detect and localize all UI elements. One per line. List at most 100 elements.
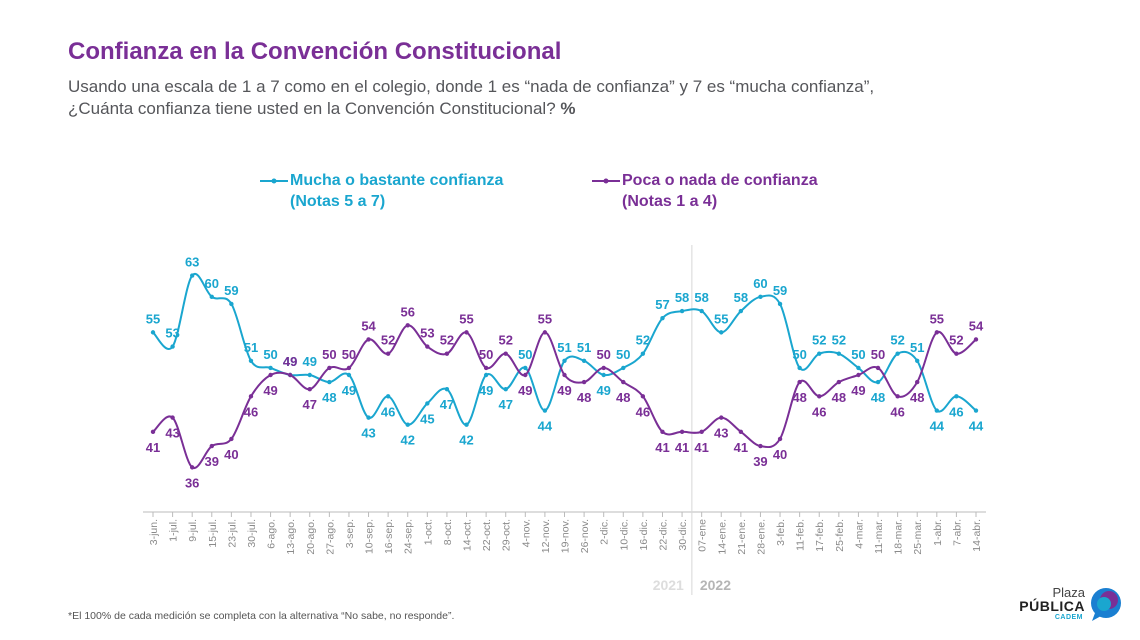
data-point-mucha [444, 387, 450, 392]
data-point-poca [464, 330, 469, 335]
x-tick-label: 1-jul. [168, 519, 180, 542]
data-label-poca: 39 [205, 454, 219, 469]
x-tick-label: 11-feb. [795, 519, 807, 551]
data-point-mucha [562, 358, 567, 363]
x-tick-label: 6-ago. [266, 519, 278, 549]
data-label-mucha: 59 [224, 283, 238, 298]
data-label-poca: 49 [283, 354, 297, 369]
data-point-mucha [170, 344, 175, 349]
data-point-poca [523, 372, 528, 378]
data-point-mucha [248, 358, 254, 363]
data-label-mucha: 43 [361, 426, 375, 441]
data-label-poca: 48 [910, 390, 924, 405]
data-point-poca [719, 415, 724, 420]
data-label-mucha: 50 [263, 347, 277, 362]
data-label-mucha: 49 [342, 383, 356, 398]
data-label-mucha: 55 [714, 311, 728, 326]
logo-line-2: PÚBLICA [1019, 598, 1085, 614]
data-label-poca: 52 [949, 333, 963, 348]
data-point-poca [660, 429, 665, 435]
data-point-mucha [660, 315, 665, 321]
data-point-mucha [640, 351, 646, 356]
data-point-mucha [954, 394, 959, 399]
data-point-mucha [229, 301, 234, 307]
data-point-mucha [875, 379, 881, 385]
data-label-poca: 46 [244, 404, 258, 419]
data-label-poca: 52 [381, 333, 395, 348]
data-point-poca [934, 330, 940, 335]
year-label-2022: 2022 [700, 577, 731, 593]
x-tick-label: 26-nov. [579, 519, 591, 553]
data-point-poca [836, 379, 842, 385]
data-point-poca [973, 337, 979, 342]
x-tick-label: 7-abr. [951, 519, 963, 546]
x-tick-label: 28-ene. [756, 519, 768, 555]
data-label-poca: 46 [812, 404, 826, 419]
x-tick-label: 16-sep. [383, 519, 395, 554]
data-label-poca: 49 [518, 383, 532, 398]
data-label-poca: 40 [224, 447, 238, 462]
data-label-poca: 48 [577, 390, 591, 405]
data-point-mucha [307, 372, 312, 378]
logo-bubble-icon [1091, 588, 1121, 621]
data-label-poca: 39 [753, 454, 767, 469]
data-label-mucha: 49 [283, 354, 297, 369]
data-point-mucha [542, 408, 548, 413]
x-tick-label: 10-sep. [364, 519, 376, 554]
x-tick-label: 8-oct. [442, 519, 454, 545]
data-label-mucha: 45 [420, 411, 434, 426]
data-point-mucha [738, 308, 744, 314]
data-label-poca: 50 [871, 347, 885, 362]
year-label-2021: 2021 [653, 577, 684, 593]
data-label-poca: 41 [734, 440, 748, 455]
data-point-mucha [621, 365, 626, 371]
data-point-mucha [679, 308, 685, 314]
logo-line-3: CADEM [1054, 614, 1083, 621]
data-point-mucha [483, 372, 489, 378]
data-point-mucha [346, 372, 352, 378]
data-point-mucha [425, 401, 430, 406]
data-point-poca [817, 394, 822, 399]
x-tick-label: 23-jul. [226, 519, 238, 548]
data-point-mucha [797, 365, 802, 371]
data-point-poca [895, 394, 900, 399]
x-tick-label: 25-feb. [834, 519, 846, 552]
data-label-mucha: 44 [930, 419, 945, 434]
data-label-poca: 55 [538, 311, 552, 326]
data-point-poca [581, 379, 587, 385]
data-point-poca [189, 465, 195, 470]
data-point-poca [405, 323, 410, 328]
data-label-mucha: 49 [479, 383, 493, 398]
x-tick-label: 2-dic. [599, 519, 611, 545]
data-label-mucha: 47 [440, 397, 454, 412]
data-label-poca: 43 [714, 426, 728, 441]
data-label-mucha: 47 [498, 397, 512, 412]
x-tick-label: 13-ago. [285, 519, 297, 555]
data-label-poca: 49 [557, 383, 571, 398]
x-tick-label: 14-abr. [971, 519, 983, 552]
data-point-poca [425, 344, 430, 349]
x-tick-label: 20-ago. [305, 519, 317, 555]
data-point-poca [621, 379, 626, 385]
data-label-mucha: 46 [949, 404, 963, 419]
data-label-poca: 54 [361, 318, 376, 333]
data-label-poca: 36 [185, 475, 199, 490]
data-point-poca [248, 394, 254, 399]
data-point-poca [954, 351, 959, 356]
data-label-poca: 43 [165, 426, 179, 441]
x-tick-label: 3-feb. [775, 519, 787, 546]
data-point-mucha [209, 294, 214, 300]
data-label-mucha: 44 [538, 419, 553, 434]
data-label-mucha: 52 [812, 333, 826, 348]
data-point-poca [699, 429, 704, 435]
data-point-mucha [699, 308, 704, 314]
data-label-mucha: 48 [322, 390, 336, 405]
data-label-mucha: 58 [675, 290, 689, 305]
x-tick-label: 22-dic. [658, 519, 670, 551]
data-label-mucha: 52 [890, 333, 904, 348]
data-point-poca [327, 365, 332, 371]
data-point-mucha [895, 351, 900, 356]
data-point-mucha [503, 387, 508, 392]
data-point-poca [797, 379, 802, 385]
data-label-poca: 46 [636, 404, 650, 419]
